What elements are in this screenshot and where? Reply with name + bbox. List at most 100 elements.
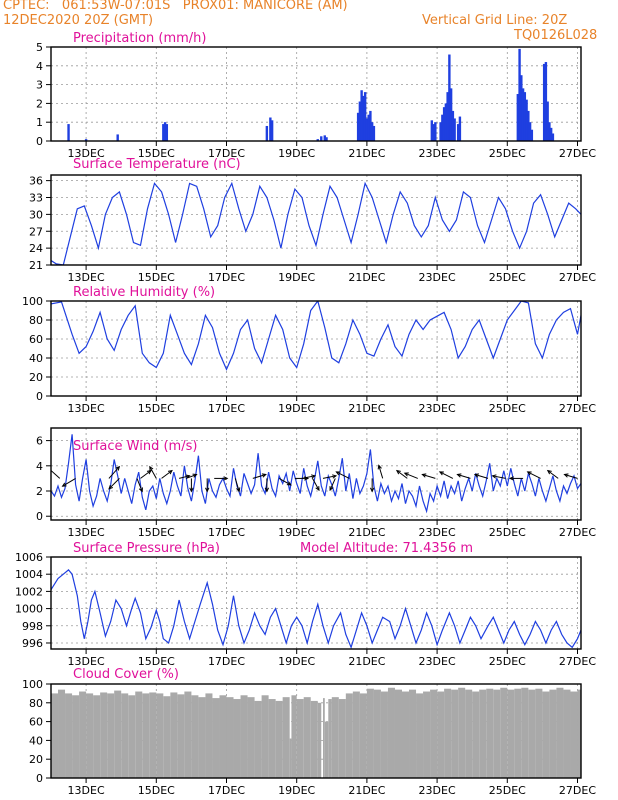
wind-vector — [161, 470, 173, 479]
y-tick-label: 2 — [36, 97, 43, 110]
wind-arrowhead — [315, 486, 320, 492]
cloud-bar — [394, 689, 402, 778]
precip-bar — [530, 129, 534, 141]
x-tick-label: 15DEC — [138, 526, 175, 539]
wind-vector — [396, 470, 408, 479]
precip-bar — [356, 112, 360, 141]
y-tick-label: 1000 — [15, 603, 43, 616]
precip-bar — [163, 122, 167, 141]
cloud-bar — [577, 689, 581, 778]
y-tick-label: 80 — [29, 697, 43, 710]
series-group — [51, 301, 581, 371]
y-tick-label: 40 — [29, 734, 43, 747]
y-tick-label: 1002 — [15, 585, 43, 598]
precip-bar — [548, 122, 551, 141]
y-tick-label: 6 — [36, 435, 43, 448]
cloud-bar — [479, 689, 487, 778]
precip-bar — [320, 136, 323, 141]
panel-2 — [46, 300, 582, 401]
wind-arrowhead — [205, 487, 210, 493]
wind-arrowhead — [369, 487, 375, 493]
wind-arrowhead — [526, 471, 532, 476]
y-tick-label: 21 — [29, 259, 43, 272]
cloud-bar — [366, 688, 374, 778]
y-tick-label: 996 — [22, 637, 43, 650]
wind-vector — [564, 474, 578, 479]
wind-vector — [329, 478, 336, 491]
x-tick-label: 21DEC — [348, 271, 385, 284]
series-group — [51, 434, 581, 514]
wind-arrowhead — [146, 469, 152, 475]
cloud-bar — [423, 691, 431, 778]
x-tick-label: 15DEC — [138, 784, 175, 797]
series-line — [51, 181, 581, 265]
wind-vector — [378, 465, 384, 479]
wind-arrowhead — [286, 481, 292, 486]
panel-5 — [46, 683, 582, 783]
precip-bar — [269, 117, 272, 141]
y-tick-label: 27 — [29, 225, 43, 238]
cloud-bar — [373, 689, 381, 778]
panel-title: Surface Wind (m/s) — [73, 439, 197, 454]
series-line — [51, 569, 581, 649]
x-tick-label: 19DEC — [278, 402, 315, 415]
cloud-bar — [528, 689, 536, 778]
precip-bar — [434, 122, 437, 141]
cloud-bar — [493, 689, 501, 778]
precip-bar — [363, 92, 367, 141]
x-tick-label: 23DEC — [419, 402, 456, 415]
wind-arrowhead — [138, 487, 143, 493]
series-group — [51, 687, 581, 778]
precip-bar — [516, 94, 520, 141]
wind-arrowhead — [377, 464, 382, 470]
cloud-bar — [549, 689, 557, 778]
wind-arrowhead — [473, 473, 480, 478]
precip-bar — [520, 75, 523, 141]
cloud-bar — [135, 691, 143, 778]
precip-bar — [458, 116, 462, 141]
precip-bar — [527, 110, 530, 141]
x-tick-label: 13DEC — [68, 147, 105, 160]
header-model-id: TQ0126L028 — [514, 28, 598, 43]
precip-bar — [325, 137, 328, 141]
wind-vector — [336, 471, 350, 479]
wind-vector — [547, 470, 559, 479]
wind-vector — [301, 475, 316, 479]
x-tick-label: 19DEC — [278, 784, 315, 797]
x-tick-label: 25DEC — [489, 271, 526, 284]
y-tick-label: 4 — [36, 60, 43, 73]
plot-frame — [50, 46, 582, 142]
x-tick-label: 23DEC — [419, 784, 456, 797]
cloud-bar — [86, 693, 94, 778]
wind-arrowhead — [335, 471, 341, 476]
y-tick-label: 1004 — [15, 568, 43, 581]
x-tick-label: 17DEC — [208, 526, 245, 539]
precip-bar — [116, 134, 119, 141]
cloud-bar — [451, 689, 459, 778]
x-tick-label: 21DEC — [348, 784, 385, 797]
wind-arrowhead — [456, 473, 462, 478]
cloud-bar — [163, 696, 171, 778]
cloud-bar — [444, 688, 452, 778]
cloud-bar — [184, 691, 192, 778]
precip-bar — [453, 118, 456, 141]
panel-title: Surface Temperature (nC) — [73, 157, 241, 172]
precip-bar — [449, 88, 453, 141]
cloud-bar — [177, 694, 185, 778]
series-line — [51, 434, 581, 514]
wind-vector — [492, 475, 506, 479]
x-tick-label: 21DEC — [348, 655, 385, 668]
wind-arrowhead — [491, 474, 497, 479]
x-tick-label: 27DEC — [559, 784, 596, 797]
precip-bar — [430, 120, 434, 141]
precip-bar — [448, 54, 451, 141]
precip-bar — [544, 62, 548, 141]
wind-arrowhead — [149, 465, 154, 471]
x-tick-label: 19DEC — [278, 655, 315, 668]
cloud-bar — [556, 687, 564, 778]
wind-arrowhead — [563, 473, 569, 478]
wind-arrowhead — [438, 471, 444, 476]
y-tick-label: 20 — [29, 371, 43, 384]
panel-0 — [46, 46, 582, 146]
